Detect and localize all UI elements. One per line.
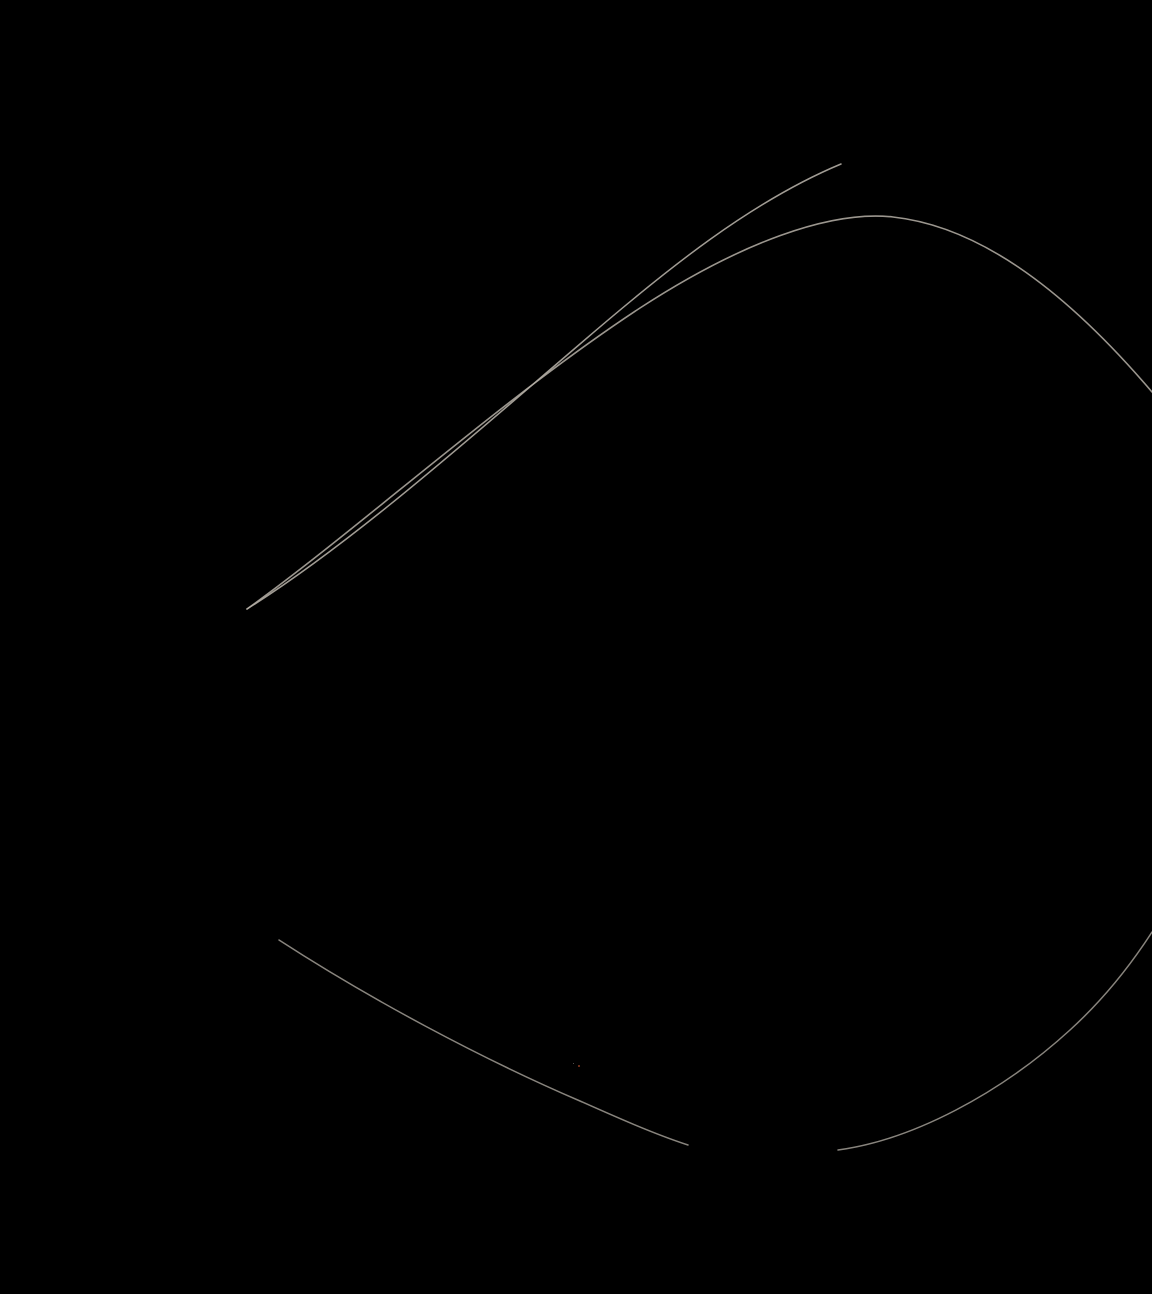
inner-arc-path: [246, 163, 842, 610]
lower-arc-right-path: [837, 931, 1152, 1151]
outer-arc-path: [246, 215, 1152, 610]
isolated-speck-tail: [573, 1063, 574, 1064]
lower-arc-left-path: [278, 939, 689, 1146]
isolated-speck: [578, 1065, 580, 1067]
